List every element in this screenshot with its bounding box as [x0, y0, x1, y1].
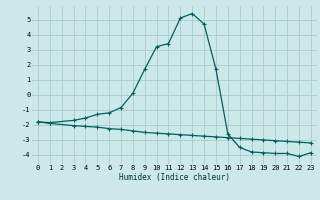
X-axis label: Humidex (Indice chaleur): Humidex (Indice chaleur): [119, 173, 230, 182]
